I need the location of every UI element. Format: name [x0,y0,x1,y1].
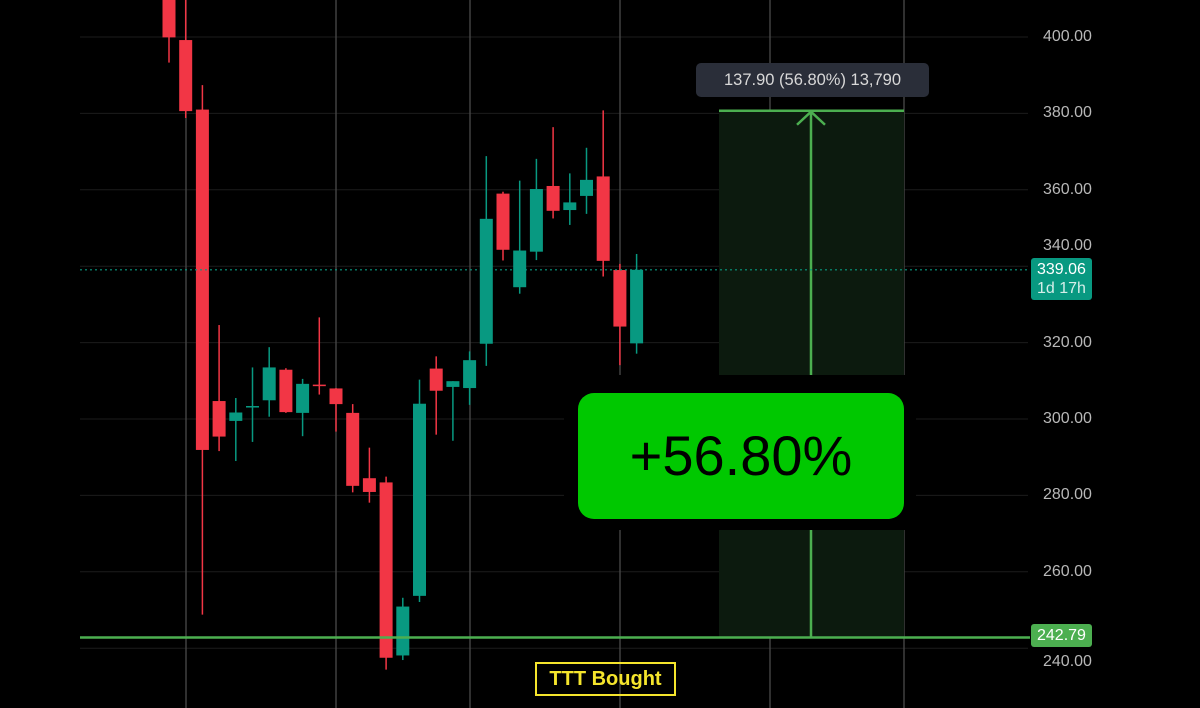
candle-up [229,412,243,421]
y-tick-label: 380.00 [1043,104,1092,122]
candle-countdown: 1d 17h [1037,280,1086,297]
candle-up [396,606,410,656]
candle-down [312,384,326,387]
candle-up [296,383,310,413]
y-tick-label: 320.00 [1043,333,1092,351]
candle-down [179,40,193,112]
y-tick-label: 340.00 [1043,237,1092,255]
y-tick-label: 360.00 [1043,180,1092,198]
candle-up [413,403,426,596]
candle-up [563,202,577,211]
candle-down [329,388,343,405]
candles [162,0,644,670]
entry-price-tag: 242.79 [1031,624,1092,647]
current-price-value: 339.06 [1037,261,1086,278]
current-price-tag: 339.06 1d 17h [1031,258,1092,300]
candle-down [362,478,376,492]
y-tick-label: 240.00 [1043,653,1092,671]
candle-up [529,189,543,252]
candle-down [496,193,510,250]
ttt-bought-annotation[interactable]: TTT Bought [535,662,676,696]
candle-up [446,381,460,387]
measure-tooltip: 137.90 (56.80%) 13,790 [696,63,929,97]
candle-down [379,482,393,658]
candle-down [212,401,226,437]
measure-tool[interactable] [719,109,904,638]
candle-down [596,176,610,261]
candle-up [479,218,493,344]
candle-up [262,367,276,401]
y-tick-label: 280.00 [1043,486,1092,504]
candle-down [279,369,293,413]
candle-down [195,109,209,450]
price-lines [80,269,1030,639]
y-tick-label: 300.00 [1043,410,1092,427]
entry-price-value: 242.79 [1037,627,1086,644]
candle-up [630,269,644,344]
candle-down [429,368,443,391]
candle-up [580,179,593,196]
percent-change-label: +56.80% [578,393,904,519]
y-tick-label: 260.00 [1043,562,1092,580]
candle-down [162,0,176,38]
candle-up [463,360,477,389]
candle-down [613,270,627,327]
candle-down [546,185,560,211]
measure-arrow-head-icon [796,110,826,126]
candle-down [346,412,360,486]
candle-up [513,250,527,288]
candle-up [246,406,259,408]
y-tick-label: 400.00 [1043,28,1092,45]
